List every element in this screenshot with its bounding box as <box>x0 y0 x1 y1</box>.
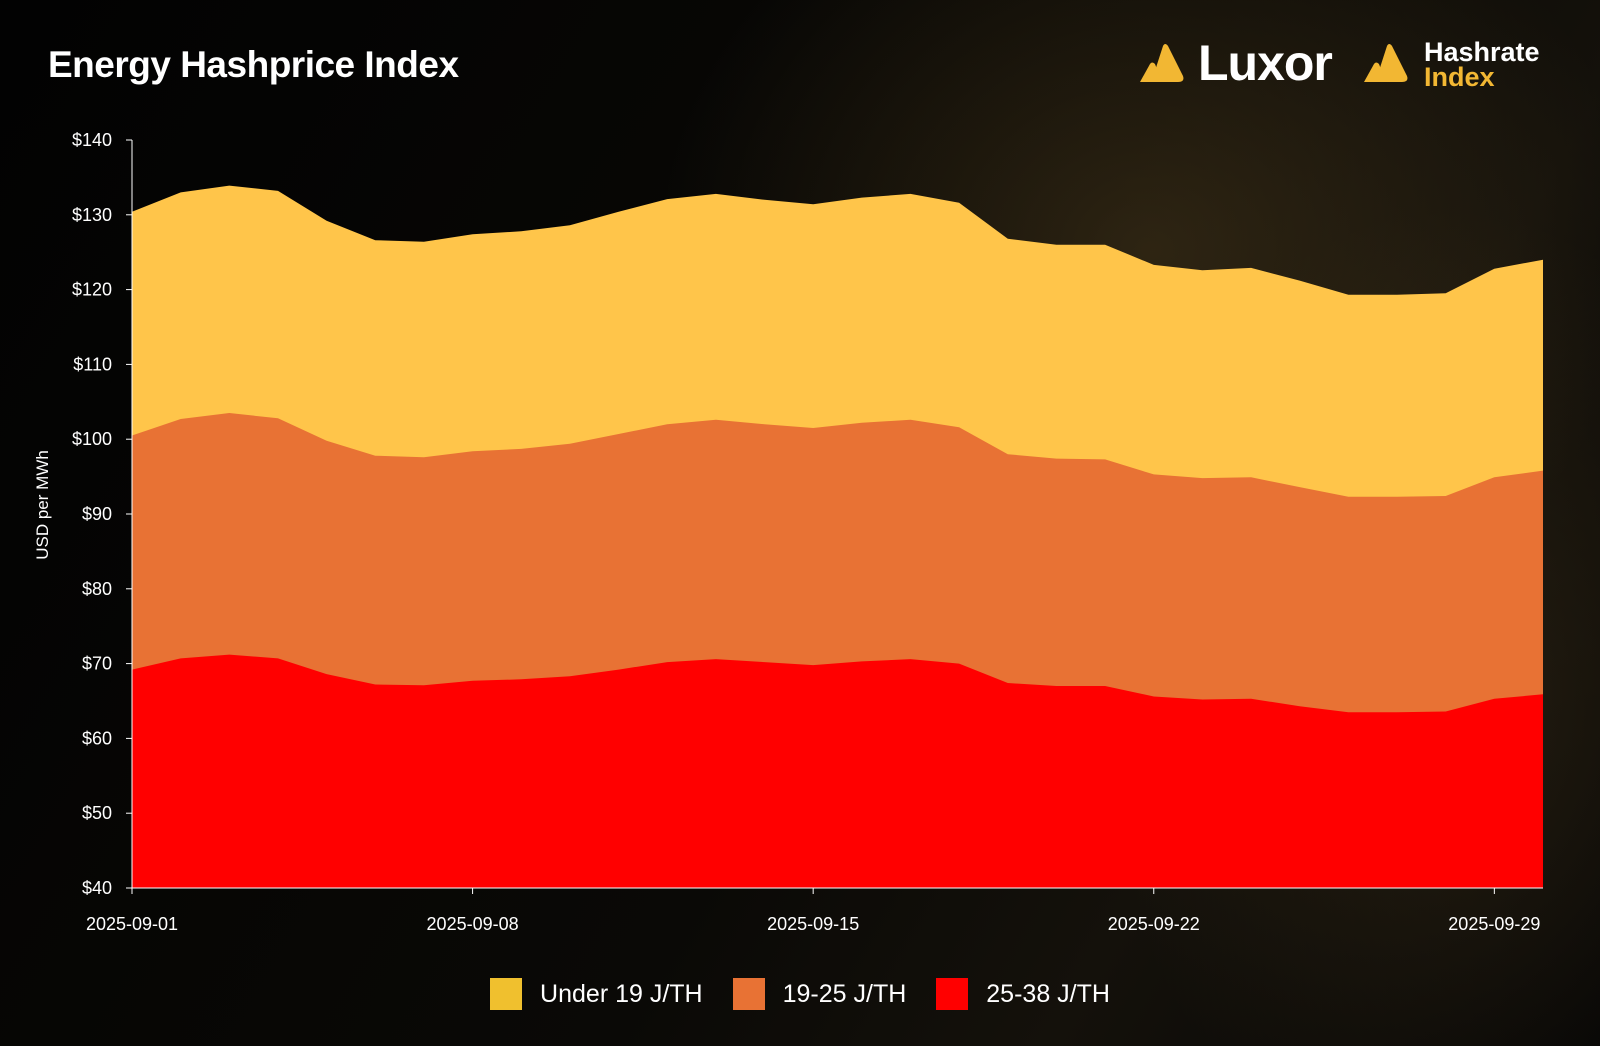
legend-swatch <box>732 978 765 1010</box>
chart-areas <box>132 185 1543 889</box>
legend-label: Under 19 J/TH <box>540 979 703 1008</box>
y-tick-label: $110 <box>73 354 112 374</box>
legend-item: 25-38 J/TH <box>936 978 1110 1010</box>
y-tick-label: $140 <box>72 130 112 150</box>
y-tick-label: $40 <box>82 878 112 898</box>
y-axis-label: USD per MWh <box>33 450 52 560</box>
y-tick-label: $90 <box>82 504 112 524</box>
chart-axes: $40 $50 $60 $70 $80 $90 $100 $110 $120 $130 $140 20… <box>72 130 1543 934</box>
legend-item: Under 19 J/TH <box>490 978 703 1010</box>
area-series-2 <box>132 654 1543 888</box>
y-tick-label: $70 <box>82 654 112 674</box>
hashrate-brand-text: Hashrate <box>1424 37 1540 67</box>
legend-swatch <box>490 978 523 1010</box>
x-tick-label: 2025-09-22 <box>1108 914 1200 934</box>
chart-title: Energy Hashprice Index <box>48 44 459 85</box>
legend-label: 25-38 J/TH <box>986 979 1110 1008</box>
index-brand-text: Index <box>1424 62 1495 92</box>
x-tick-label: 2025-09-08 <box>427 914 519 934</box>
y-tick-label: $50 <box>82 803 112 823</box>
luxor-brand-text: Luxor <box>1198 35 1333 91</box>
legend-swatch <box>936 978 969 1010</box>
hashrate-index-logo-icon <box>1364 44 1408 82</box>
legend-item: 19-25 J/TH <box>732 978 907 1010</box>
y-tick-label: $60 <box>82 728 112 748</box>
x-tick-label: 2025-09-15 <box>767 914 859 934</box>
chart-legend: Under 19 J/TH 19-25 J/TH 25-38 J/TH <box>0 978 1600 1010</box>
legend-label: 19-25 J/TH <box>782 979 907 1008</box>
x-tick-label: 2025-09-29 <box>1448 914 1540 934</box>
y-tick-label: $80 <box>82 579 112 599</box>
x-tick-label: 2025-09-01 <box>86 914 178 934</box>
y-tick-label: $130 <box>72 205 112 225</box>
y-tick-label: $100 <box>72 429 112 449</box>
y-tick-label: $120 <box>72 280 112 300</box>
luxor-logo-icon <box>1140 44 1184 82</box>
